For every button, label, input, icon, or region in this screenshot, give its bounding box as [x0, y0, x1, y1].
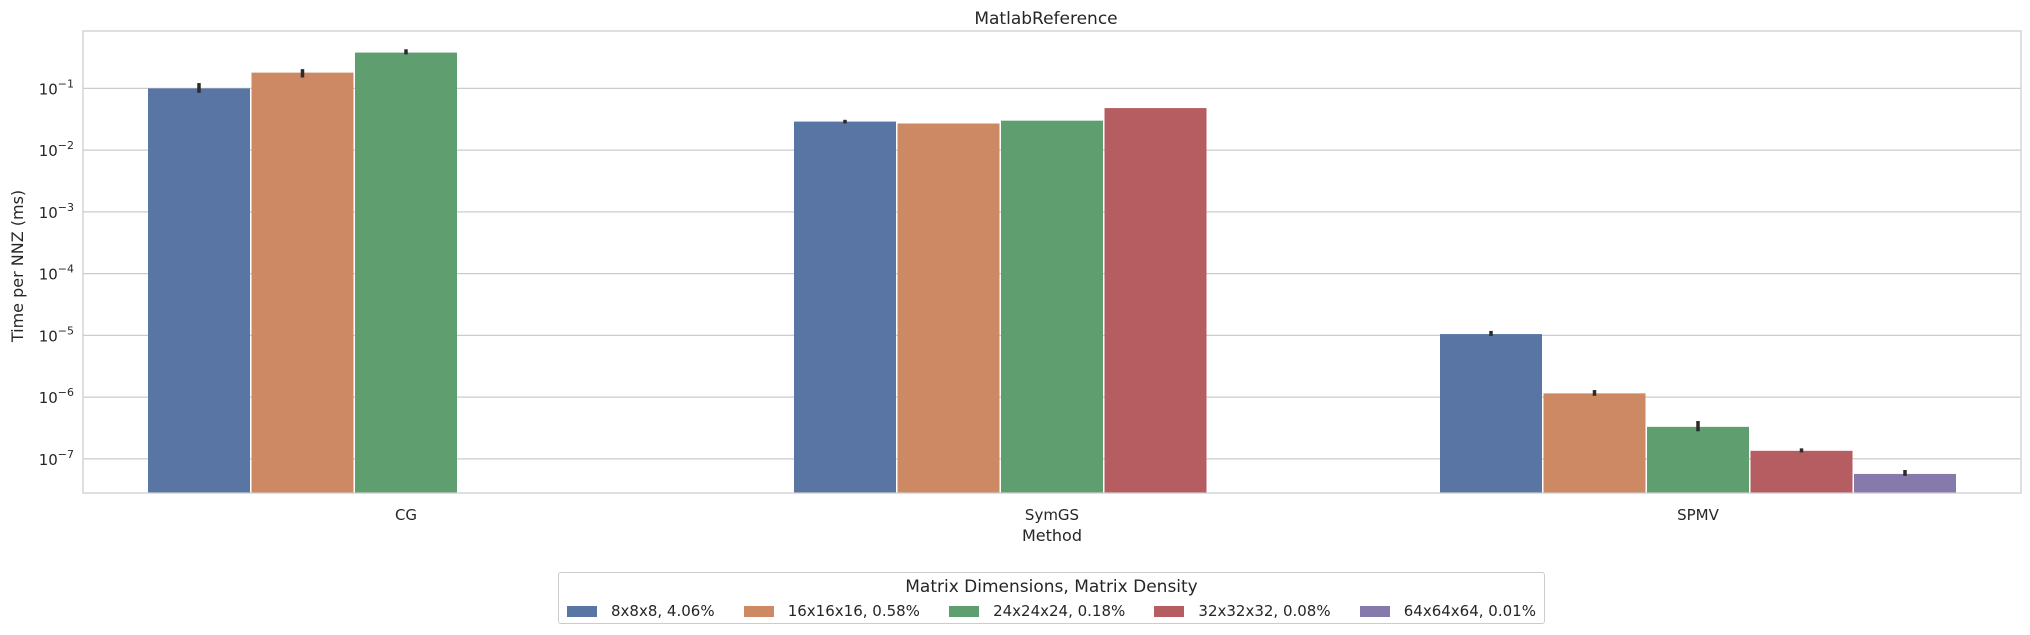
bar: [897, 123, 1000, 494]
legend-label: 16x16x16, 0.58%: [787, 602, 920, 620]
legend-label: 64x64x64, 0.01%: [1403, 602, 1536, 620]
bar: [355, 52, 457, 494]
chart-title: MatlabReference: [974, 9, 1117, 29]
bar: [148, 88, 250, 493]
bar-chart-svg: 10−7 10−6 10−5 10−4 10−3 10−2 10−1 CG SymGS SPMV…: [8, 9, 2022, 545]
y-tick-labels: 10−7 10−6 10−5 10−4 10−3 10−2 10−1: [39, 77, 74, 468]
y-tick-label: 10−4: [39, 263, 74, 284]
legend-swatch: [743, 605, 774, 617]
bar: [1854, 473, 1956, 493]
y-tick-label: 10−5: [39, 324, 74, 345]
y-tick-label: 10−6: [39, 386, 74, 407]
y-axis-label: Time per NNZ (ms): [8, 190, 27, 343]
bar: [1440, 334, 1542, 493]
legend-title: Matrix Dimensions, Matrix Density: [905, 577, 1198, 597]
legend-swatch: [567, 605, 597, 617]
plot-frame: [82, 30, 2022, 494]
bar: [1750, 450, 1853, 493]
legend-swatch: [1359, 605, 1390, 617]
x-tick-label: SPMV: [1677, 506, 1720, 524]
legend-swatch: [949, 605, 980, 617]
bar: [1104, 108, 1207, 493]
legend-items: 8x8x8, 4.06% 16x16x16, 0.58% 24x24x24, 0.1…: [567, 601, 1536, 621]
legend-label: 32x32x32, 0.08%: [1198, 602, 1331, 620]
bar: [1543, 393, 1646, 493]
bar: [251, 72, 354, 493]
error-bars: [197, 49, 1907, 476]
legend-item: 16x16x16, 0.58%: [743, 602, 920, 620]
legend-item: 8x8x8, 4.06%: [567, 602, 715, 620]
bar: [1001, 120, 1103, 493]
x-tick-label: CG: [395, 506, 417, 524]
y-tick-label: 10−2: [39, 139, 74, 160]
legend-item: 64x64x64, 0.01%: [1359, 602, 1536, 620]
legend: Matrix Dimensions, Matrix Density 8x8x8,…: [558, 572, 1545, 624]
bar: [1647, 426, 1749, 493]
legend-label: 24x24x24, 0.18%: [993, 602, 1126, 620]
bar: [794, 121, 896, 493]
legend-item: 32x32x32, 0.08%: [1154, 602, 1331, 620]
y-tick-label: 10−7: [39, 448, 74, 469]
y-tick-label: 10−3: [39, 201, 74, 222]
x-axis-label: Method: [1022, 526, 1082, 545]
legend-label: 8x8x8, 4.06%: [611, 602, 715, 620]
y-tick-label: 10−1: [39, 77, 74, 98]
legend-item: 24x24x24, 0.18%: [949, 602, 1125, 620]
x-tick-label: SymGS: [1025, 506, 1079, 524]
x-tick-labels: CG SymGS SPMV: [395, 506, 1720, 524]
bars: [148, 52, 1956, 494]
legend-swatch: [1154, 605, 1185, 617]
